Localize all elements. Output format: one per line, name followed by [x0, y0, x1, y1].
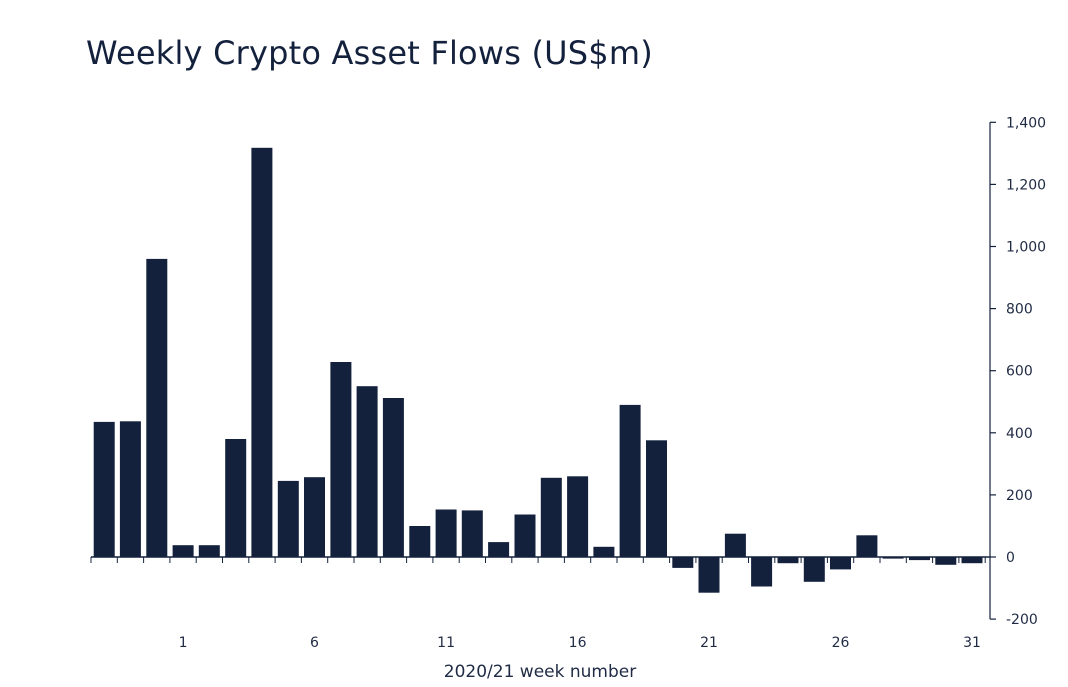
x-tick-label: 31 [963, 635, 981, 651]
y-tick-label: 0 [1006, 550, 1015, 566]
bar-week-27 [856, 535, 878, 557]
y-tick-label: -200 [1006, 612, 1038, 628]
bar-week-7 [330, 362, 352, 557]
bar-week-13 [488, 542, 510, 557]
bar-week-29 [909, 557, 930, 561]
bar-week-17 [593, 546, 615, 557]
bar-week-20 [672, 557, 694, 568]
y-tick-label: 800 [1006, 302, 1033, 318]
x-tick-label: 16 [569, 635, 587, 651]
x-tick-label: 26 [832, 635, 850, 651]
bar-week-9 [382, 398, 404, 557]
bar-week-15 [540, 477, 562, 557]
bar-week-26 [830, 557, 851, 570]
y-tick-label: 1,200 [1006, 177, 1046, 193]
y-tick-label: 1,400 [1006, 115, 1046, 131]
x-axis: 1 6 11 16 21 26 31 [90, 556, 990, 651]
bar-week-0 [146, 258, 168, 557]
bar-week-4 [251, 147, 273, 558]
bar-week-11 [435, 509, 457, 557]
bar-week-22 [724, 533, 746, 557]
x-tick-label: 6 [310, 635, 319, 651]
bar-week-6 [304, 477, 325, 557]
bar-week-2 [198, 545, 220, 557]
x-tick-label: 21 [700, 635, 718, 651]
x-tick-label: 1 [179, 635, 188, 651]
bar-week--1 [119, 421, 141, 557]
x-axis-label: 2020/21 week number [444, 662, 636, 682]
bar-week-14 [514, 514, 536, 557]
chart-title: Weekly Crypto Asset Flows (US$m) [86, 34, 653, 72]
bar-week--2 [93, 421, 115, 557]
bars-group [93, 147, 983, 593]
y-tick-label: 1,000 [1006, 240, 1046, 256]
bar-week-23 [751, 557, 773, 587]
bar-week-30 [935, 557, 957, 565]
bar-week-31 [961, 557, 983, 564]
bar-week-28 [882, 557, 904, 559]
y-tick-label: 600 [1006, 364, 1033, 380]
y-tick-label: 400 [1006, 426, 1033, 442]
x-tick-label: 11 [437, 635, 455, 651]
bar-week-19 [646, 440, 667, 557]
bar-week-25 [803, 557, 825, 582]
bar-week-18 [619, 404, 641, 557]
bar-week-5 [277, 480, 299, 557]
bar-week-10 [409, 526, 431, 557]
bar-week-8 [356, 386, 378, 557]
bar-week-16 [567, 476, 589, 557]
bar-week-3 [225, 439, 247, 557]
bar-week-24 [777, 557, 799, 564]
bar-week-12 [461, 510, 483, 557]
bar-week-21 [698, 557, 720, 593]
y-axis: 1,400 1,200 1,000 800 600 400 200 0 -200 [989, 115, 1046, 628]
bar-week-1 [172, 545, 194, 557]
y-tick-label: 200 [1006, 488, 1033, 504]
